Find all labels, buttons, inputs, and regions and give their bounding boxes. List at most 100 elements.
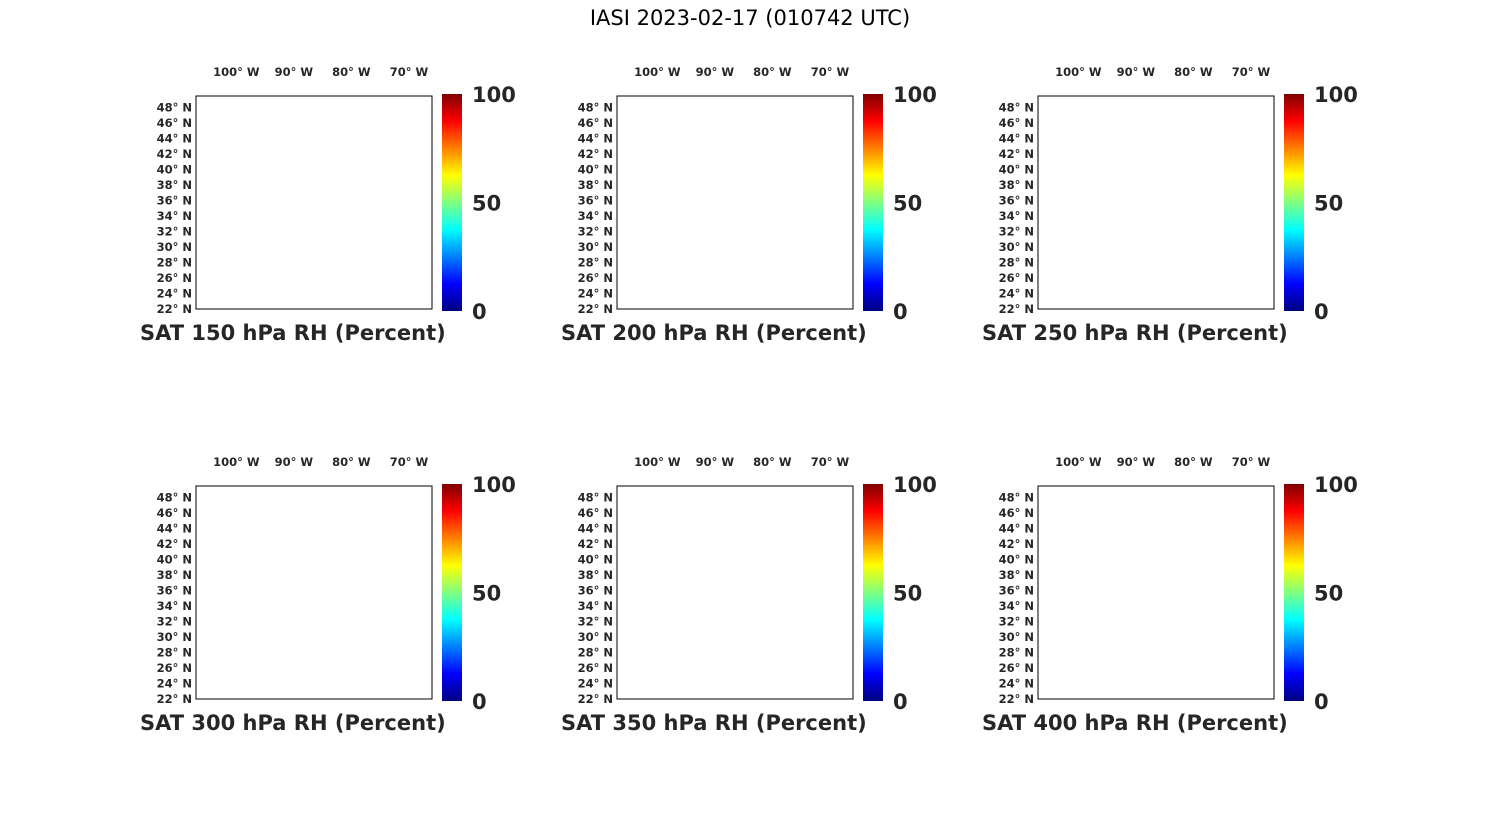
map-frame (616, 95, 854, 310)
latitude-tick-label: 22° N (999, 692, 1034, 706)
longitude-tick-label: 90° W (696, 455, 735, 469)
colorbar-tick-label: 100 (472, 83, 516, 107)
latitude-tick-label: 26° N (999, 271, 1034, 285)
latitude-tick-label: 22° N (157, 302, 192, 316)
latitude-tick-label: 40° N (157, 553, 192, 567)
colorbar-tick-label: 100 (893, 473, 937, 497)
longitude-tick-label: 80° W (1174, 455, 1213, 469)
map-figure: 48° N46° N 44° N42° N 40° N38° N 36° N34° N… (982, 65, 1358, 345)
longitude-tick-label: 100° W (213, 65, 260, 79)
latitude-tick-label: 42° N (999, 537, 1034, 551)
colorbar-tick-label: 0 (1314, 300, 1329, 324)
latitude-tick-label: 30° N (157, 630, 192, 644)
latitude-tick-label: 46° N (999, 116, 1034, 130)
colorbar-tick-label: 0 (893, 690, 908, 714)
latitude-tick-label: 38° N (157, 568, 192, 582)
latitude-tick-label: 30° N (999, 240, 1034, 254)
colorbar-tick-label: 50 (893, 582, 922, 606)
latitude-tick-label: 22° N (999, 302, 1034, 316)
colorbar (442, 94, 462, 311)
map-panel: 48° N 46° N 44° N 42° N 40° N 38° N 36° N 34° N… (982, 450, 1402, 750)
latitude-tick-label: 26° N (999, 661, 1034, 675)
latitude-tick-label: 44° N (999, 132, 1034, 146)
latitude-tick-label: 48° N (999, 101, 1034, 115)
latitude-tick-label: 42° N (999, 147, 1034, 161)
map-panel: 48° N 46° N 44° N 42° N 40° N 38° N 36° N 34° N… (140, 60, 560, 360)
latitude-tick-label: 24° N (999, 287, 1034, 301)
latitude-tick-label: 28° N (578, 256, 613, 270)
latitude-tick-label: 44° N (999, 522, 1034, 536)
colorbar (863, 484, 883, 701)
latitude-tick-label: 38° N (999, 178, 1034, 192)
longitude-tick-label: 90° W (275, 455, 314, 469)
panel-caption: SAT 350 hPa RH (Percent) (561, 711, 867, 735)
colorbar-tick-label: 50 (893, 192, 922, 216)
latitude-tick-label: 32° N (578, 615, 613, 629)
latitude-tick-label: 24° N (578, 287, 613, 301)
latitude-tick-label: 42° N (578, 147, 613, 161)
map-figure: 48° N46° N 44° N42° N 40° N38° N 36° N34° N… (561, 65, 937, 345)
map-panel: 48° N 46° N 44° N 42° N 40° N 38° N 36° N 34° N… (561, 450, 981, 750)
latitude-tick-label: 28° N (157, 256, 192, 270)
latitude-tick-label: 42° N (157, 147, 192, 161)
map-frame (195, 485, 433, 700)
longitude-tick-label: 100° W (634, 455, 681, 469)
latitude-tick-label: 36° N (157, 194, 192, 208)
map-figure: 48° N46° N 44° N42° N 40° N38° N 36° N34° N… (140, 65, 516, 345)
panel-caption: SAT 250 hPa RH (Percent) (982, 321, 1288, 345)
latitude-tick-label: 46° N (157, 116, 192, 130)
latitude-tick-label: 36° N (578, 194, 613, 208)
colorbar (442, 484, 462, 701)
map-panel: 48° N 46° N 44° N 42° N 40° N 38° N 36° N 34° N… (140, 450, 560, 750)
latitude-tick-label: 40° N (578, 553, 613, 567)
latitude-tick-label: 36° N (999, 584, 1034, 598)
latitude-tick-label: 44° N (578, 522, 613, 536)
latitude-tick-label: 32° N (999, 615, 1034, 629)
latitude-tick-label: 48° N (578, 491, 613, 505)
colorbar-tick-label: 100 (1314, 473, 1358, 497)
latitude-tick-label: 26° N (578, 661, 613, 675)
latitude-tick-label: 30° N (157, 240, 192, 254)
colorbar-tick-label: 0 (893, 300, 908, 324)
figure-title: IASI 2023-02-17 (010742 UTC) (589, 6, 911, 30)
colorbar-tick-label: 100 (472, 473, 516, 497)
latitude-tick-label: 40° N (157, 163, 192, 177)
colorbar-tick-label: 0 (472, 300, 487, 324)
latitude-tick-label: 24° N (157, 677, 192, 691)
latitude-tick-label: 26° N (157, 271, 192, 285)
latitude-tick-label: 24° N (999, 677, 1034, 691)
panel-caption: SAT 400 hPa RH (Percent) (982, 711, 1288, 735)
latitude-tick-label: 38° N (578, 568, 613, 582)
colorbar-tick-label: 0 (1314, 690, 1329, 714)
latitude-tick-label: 40° N (578, 163, 613, 177)
latitude-tick-label: 28° N (999, 256, 1034, 270)
latitude-tick-label: 28° N (157, 646, 192, 660)
longitude-tick-label: 100° W (1055, 455, 1102, 469)
latitude-tick-label: 30° N (999, 630, 1034, 644)
colorbar-tick-label: 50 (472, 582, 501, 606)
longitude-tick-label: 70° W (1232, 65, 1271, 79)
latitude-tick-label: 46° N (999, 506, 1034, 520)
latitude-tick-label: 38° N (157, 178, 192, 192)
latitude-tick-label: 32° N (578, 225, 613, 239)
latitude-tick-label: 22° N (578, 692, 613, 706)
colorbar (863, 94, 883, 311)
colorbar-tick-label: 100 (1314, 83, 1358, 107)
colorbar-tick-label: 100 (893, 83, 937, 107)
latitude-tick-label: 40° N (999, 553, 1034, 567)
latitude-tick-label: 30° N (578, 630, 613, 644)
longitude-tick-label: 90° W (1117, 455, 1156, 469)
colorbar (1284, 484, 1304, 701)
latitude-tick-label: 32° N (999, 225, 1034, 239)
latitude-tick-label: 46° N (578, 116, 613, 130)
latitude-tick-label: 38° N (999, 568, 1034, 582)
longitude-tick-label: 80° W (332, 65, 371, 79)
map-figure: 48° N46° N 44° N42° N 40° N38° N 36° N34° N… (982, 455, 1358, 735)
longitude-tick-label: 100° W (213, 455, 260, 469)
map-frame (195, 95, 433, 310)
latitude-tick-label: 48° N (999, 491, 1034, 505)
latitude-tick-label: 42° N (157, 537, 192, 551)
longitude-tick-label: 80° W (332, 455, 371, 469)
longitude-tick-label: 70° W (811, 65, 850, 79)
latitude-tick-label: 44° N (157, 522, 192, 536)
